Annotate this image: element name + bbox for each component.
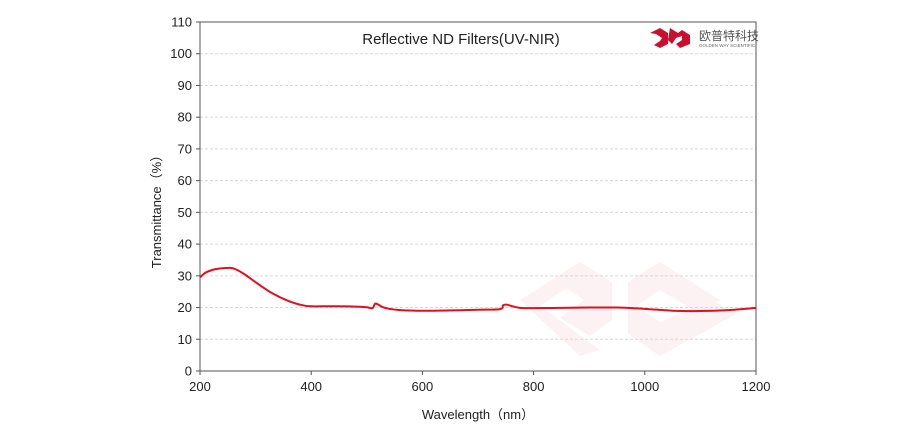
y-tick-label: 80 xyxy=(178,110,192,125)
x-tick-label: 1200 xyxy=(742,379,771,394)
y-tick-label: 110 xyxy=(171,15,192,30)
chart-title: Reflective ND Filters(UV-NIR) xyxy=(362,31,560,48)
y-tick-label: 70 xyxy=(178,141,192,156)
series-layer xyxy=(199,266,757,313)
watermark-mark-right xyxy=(628,262,736,356)
x-tick-label: 400 xyxy=(300,379,322,394)
transmittance-series-line xyxy=(199,266,757,313)
y-tick-label: 0 xyxy=(185,364,192,379)
x-tick-label: 600 xyxy=(412,379,434,394)
y-tick-label: 10 xyxy=(178,332,192,347)
company-logo-mark xyxy=(650,28,690,48)
y-axis-title: Transmittance（%） xyxy=(149,149,164,268)
x-axis-title: Wavelength（nm） xyxy=(422,407,534,422)
y-tick-label: 50 xyxy=(178,205,192,220)
y-tick-label: 60 xyxy=(178,173,192,188)
x-tick-label: 1000 xyxy=(630,379,659,394)
gridlines xyxy=(200,53,756,340)
y-tick-label: 30 xyxy=(178,268,192,283)
company-name-en: GOLDEN WAY SCIENTIFIC xyxy=(699,43,756,48)
company-logo: 欧普特科技 GOLDEN WAY SCIENTIFIC xyxy=(650,28,759,48)
axis-ticks: 0 10 20 30 40 50 60 70 80 90 100 110 200 400 600 800 100… xyxy=(170,15,770,395)
x-tick-label: 800 xyxy=(523,379,545,394)
company-name-cn: 欧普特科技 xyxy=(699,28,759,43)
y-tick-label: 40 xyxy=(178,237,192,252)
x-tick-label: 200 xyxy=(189,379,211,394)
background-watermark-logo xyxy=(520,262,736,356)
plot-frame xyxy=(199,21,757,372)
y-tick-label: 90 xyxy=(178,78,192,93)
watermark-mark-left xyxy=(520,262,612,356)
y-tick-label: 20 xyxy=(178,300,192,315)
y-tick-label: 100 xyxy=(170,46,192,61)
